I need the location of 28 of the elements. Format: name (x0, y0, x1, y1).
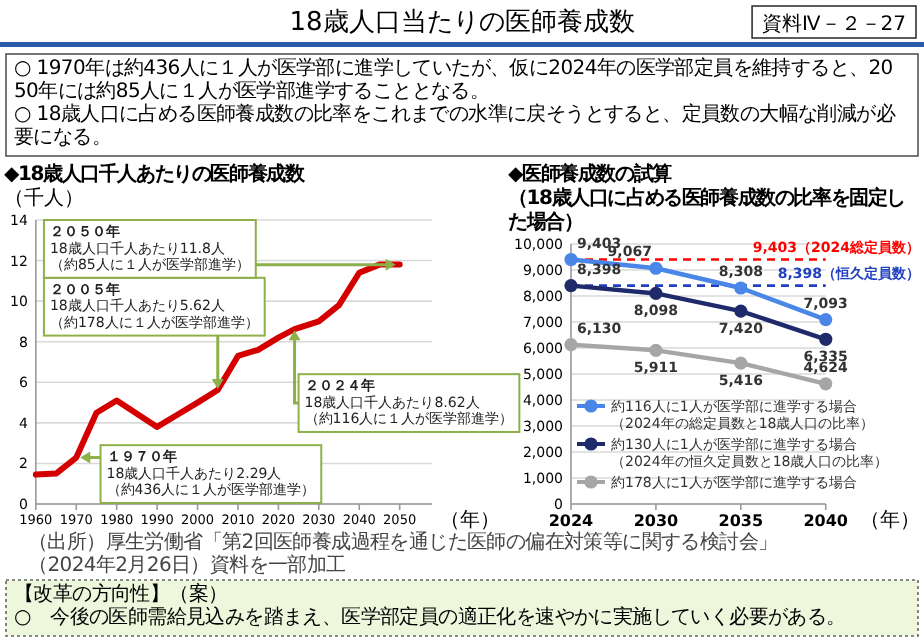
point (819, 332, 833, 346)
point (734, 304, 748, 318)
x-tick-label: 2030 (633, 512, 680, 530)
x-tick-label: 2040 (803, 512, 849, 530)
y-axis-title: （千人） (4, 186, 84, 210)
text: 18歳人口当たりの医師養成数 (289, 8, 635, 38)
text: 【改革の方向性】（案） (14, 582, 228, 606)
point (734, 356, 748, 370)
text: ○ 18歳人口に占める医師養成数の比率をこれまでの水準に戻そうとすると、定員数の大幅な削減が必要になる。 (14, 102, 896, 149)
x-tick-label: 2035 (718, 512, 764, 530)
text: 資料Ⅳ－２－27 (762, 12, 906, 36)
point (819, 377, 833, 391)
point (734, 281, 748, 295)
point (564, 279, 578, 293)
point (819, 312, 833, 327)
x-axis-title: （年） (440, 508, 500, 532)
point (649, 286, 663, 301)
text: ○ 今後の医師需給見込みを踏まえ、医学部定員の適正化を速やかに実施していく必要がある。 (14, 605, 846, 629)
point (564, 252, 578, 267)
point (649, 261, 663, 275)
chart-title: ◆医師養成数の試算（18歳人口に占める医師養成数の比率を固定した場合） (508, 162, 906, 234)
x-tick-label: 2024 (548, 512, 595, 530)
x-axis-title: （年） (860, 508, 920, 532)
chart-title: ◆18歳人口千人あたりの医師養成数 (4, 162, 307, 186)
point (649, 343, 663, 357)
text: ○ 1970年は約436人に１人が医学部に進学していたが、仮に2024年の医学部定員を維持すると、2050年には約85人に１人が医学部進学することとなる。 (14, 56, 893, 103)
point (564, 338, 578, 352)
text: （出所）厚生労働省「第2回医師養成過程を通じた医師の偏在対策等に関する検討会」（2024年2月26日）資料を一部加工 (28, 530, 778, 577)
